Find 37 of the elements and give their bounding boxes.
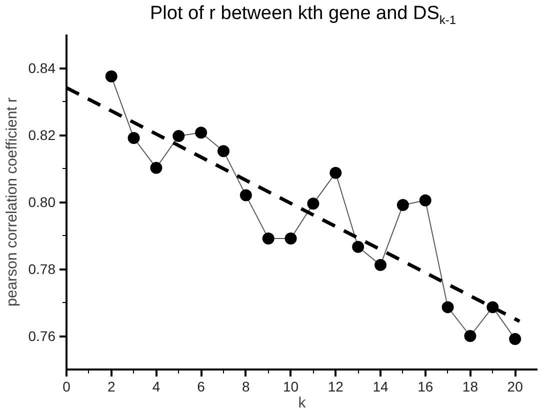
point (172, 130, 185, 142)
x-tick-label: 12 (328, 378, 344, 394)
point (262, 232, 274, 245)
x-tick-label: 2 (107, 378, 116, 394)
point (240, 189, 252, 202)
point (330, 166, 342, 179)
x-tick-label: 10 (283, 378, 299, 394)
point (464, 330, 476, 342)
x-tick-label: 16 (418, 378, 434, 394)
point (396, 199, 409, 212)
point (419, 194, 432, 206)
y-tick-label: 0.76 (28, 328, 56, 344)
x-tick-label: 0 (62, 378, 71, 394)
y-tick-label: 0.82 (28, 127, 56, 143)
point (218, 145, 230, 158)
point (442, 301, 454, 314)
x-axis-title: k (298, 394, 306, 412)
y-tick-label: 0.80 (28, 194, 56, 210)
point (509, 333, 522, 346)
x-tick-label: 4 (152, 378, 160, 394)
point (195, 126, 208, 139)
point (374, 258, 386, 271)
chart-title: Plot of r between kth gene and DS$_{k-1}$ (149, 2, 456, 29)
point (105, 70, 118, 82)
x-tick-label: 6 (197, 378, 206, 394)
y-tick-label: 0.84 (28, 60, 56, 76)
x-tick-label: 14 (372, 378, 388, 394)
point (307, 198, 320, 210)
point (352, 240, 364, 253)
point (128, 132, 140, 144)
point (284, 232, 297, 245)
point (150, 162, 162, 174)
y-tick-label: 0.78 (28, 261, 56, 277)
y-axis-title: pearson correlation coefficient r (3, 97, 20, 306)
x-tick-label: 18 (462, 378, 478, 394)
x-tick-label: 20 (507, 378, 524, 394)
x-tick-label: 8 (242, 378, 250, 394)
